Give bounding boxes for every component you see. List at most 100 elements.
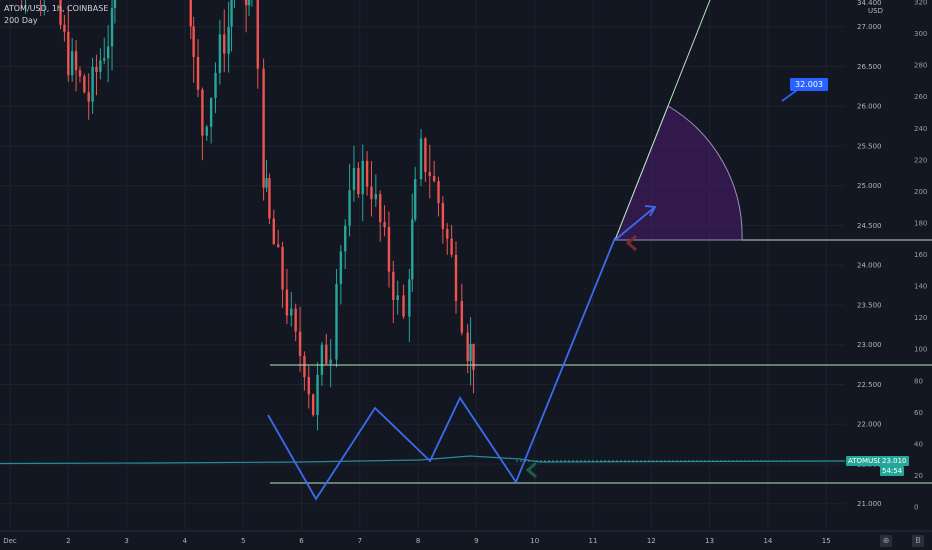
candlestick (272, 209, 276, 245)
candlestick (344, 219, 347, 269)
price-axis: 34.00033.50033.00032.50032.00031.50031.0… (857, 0, 883, 508)
candlestick (218, 19, 222, 85)
compass-icon[interactable]: ⊕ (880, 535, 892, 547)
candlestick (110, 0, 114, 71)
indicator-tick-label: 60 (914, 409, 923, 417)
candlestick (276, 229, 280, 248)
buy-marker-icon (525, 461, 537, 479)
candlestick (21, 0, 23, 9)
price-tick-label: 23.000 (857, 341, 882, 349)
candlestick (192, 16, 195, 83)
candlestick (99, 48, 102, 80)
letter-b-icon[interactable]: B (912, 535, 924, 547)
candlestick (396, 280, 399, 315)
price-unit-label: USD (868, 7, 883, 15)
candlestick (74, 40, 78, 92)
price-tick-label: 26.000 (857, 103, 882, 111)
trend-angle-line (614, 0, 711, 241)
bar-countdown-tag: 54:54 (880, 466, 905, 476)
candlestick (374, 174, 378, 207)
candlestick (103, 37, 106, 65)
indicator-axis: 3203002802602402202001801601401201008060… (914, 0, 927, 512)
candlestick (268, 173, 271, 224)
candlestick (335, 268, 338, 368)
indicator-tick-label: 160 (914, 251, 927, 259)
candlestick (307, 365, 310, 409)
candlestick (87, 73, 90, 120)
indicator-tick-label: 180 (914, 219, 927, 227)
candlestick (413, 166, 417, 222)
candlestick (361, 144, 364, 222)
indicator-legend[interactable]: 200 Day (4, 16, 38, 25)
candlestick (446, 223, 449, 255)
indicator-tick-label: 120 (914, 314, 927, 322)
candlestick (205, 124, 208, 141)
projection-arrow-head (644, 205, 657, 217)
price-annotation-label[interactable]: 32.003 (790, 78, 828, 91)
candlestick (43, 0, 45, 16)
triple-bottom-pattern-line (267, 237, 616, 501)
candlestick (424, 137, 427, 182)
time-axis: Dec 2 3 4 5 6 7 8 9 10 11 12 13 14 15 (3, 537, 830, 545)
candlestick (262, 58, 265, 201)
candlestick (370, 161, 373, 217)
indicator-tick-label: 140 (914, 283, 927, 291)
candlestick (196, 39, 200, 98)
candlestick (233, 0, 235, 9)
candlestick (106, 25, 110, 83)
candlestick (419, 128, 423, 187)
candlestick (469, 317, 472, 386)
candlestick (298, 306, 302, 372)
candlestick (247, 0, 251, 17)
price-tick-label: 25.000 (857, 182, 882, 190)
candlestick (357, 162, 360, 198)
price-tick-label: 24.000 (857, 262, 882, 270)
indicator-tick-label: 320 (914, 0, 927, 7)
candlestick (223, 9, 226, 73)
candlestick (290, 291, 293, 327)
symbol-title[interactable]: ATOM/USD, 1h, COINBASE (4, 4, 109, 13)
time-tick-label: 15 (822, 537, 831, 545)
price-top-label: 34.400 (857, 0, 882, 7)
time-tick-label: 12 (647, 537, 656, 545)
sell-marker-icon (625, 234, 637, 252)
grid-lines (0, 0, 932, 532)
time-tick-label: 13 (705, 537, 714, 545)
time-tick-label: 14 (763, 537, 772, 545)
candlestick (227, 1, 230, 73)
candlestick (454, 241, 458, 314)
indicator-tick-label: 200 (914, 188, 927, 196)
indicator-tick-label: 20 (914, 472, 923, 480)
candlestick (387, 211, 391, 288)
indicator-tick-label: 100 (914, 346, 927, 354)
candlestick (244, 0, 248, 33)
time-tick-label: 2 (66, 537, 70, 545)
time-tick-label: 9 (474, 537, 478, 545)
candlestick (95, 54, 98, 96)
time-tick-label: 3 (124, 537, 128, 545)
candlestick (265, 159, 268, 192)
candlestick (285, 268, 289, 325)
candlestick (450, 224, 453, 258)
projection-arrow-line (614, 206, 656, 241)
price-tick-label: 23.500 (857, 301, 882, 309)
indicator-tick-label: 0 (914, 504, 918, 512)
candlestick (209, 97, 213, 144)
indicator-tick-label: 260 (914, 93, 927, 101)
candlestick (40, 0, 42, 16)
candlestick (383, 205, 386, 237)
candlestick (281, 241, 284, 308)
time-tick-label: 4 (183, 537, 188, 545)
candlestick (432, 160, 436, 183)
candlestick (316, 362, 319, 431)
time-tick-label: 10 (530, 537, 539, 545)
candlestick (201, 87, 204, 161)
candlestick (392, 260, 395, 324)
candlestick (83, 73, 86, 94)
candlestick (294, 303, 297, 342)
candlestick (325, 333, 328, 365)
candlestick (70, 38, 74, 82)
candlestick (59, 0, 62, 30)
